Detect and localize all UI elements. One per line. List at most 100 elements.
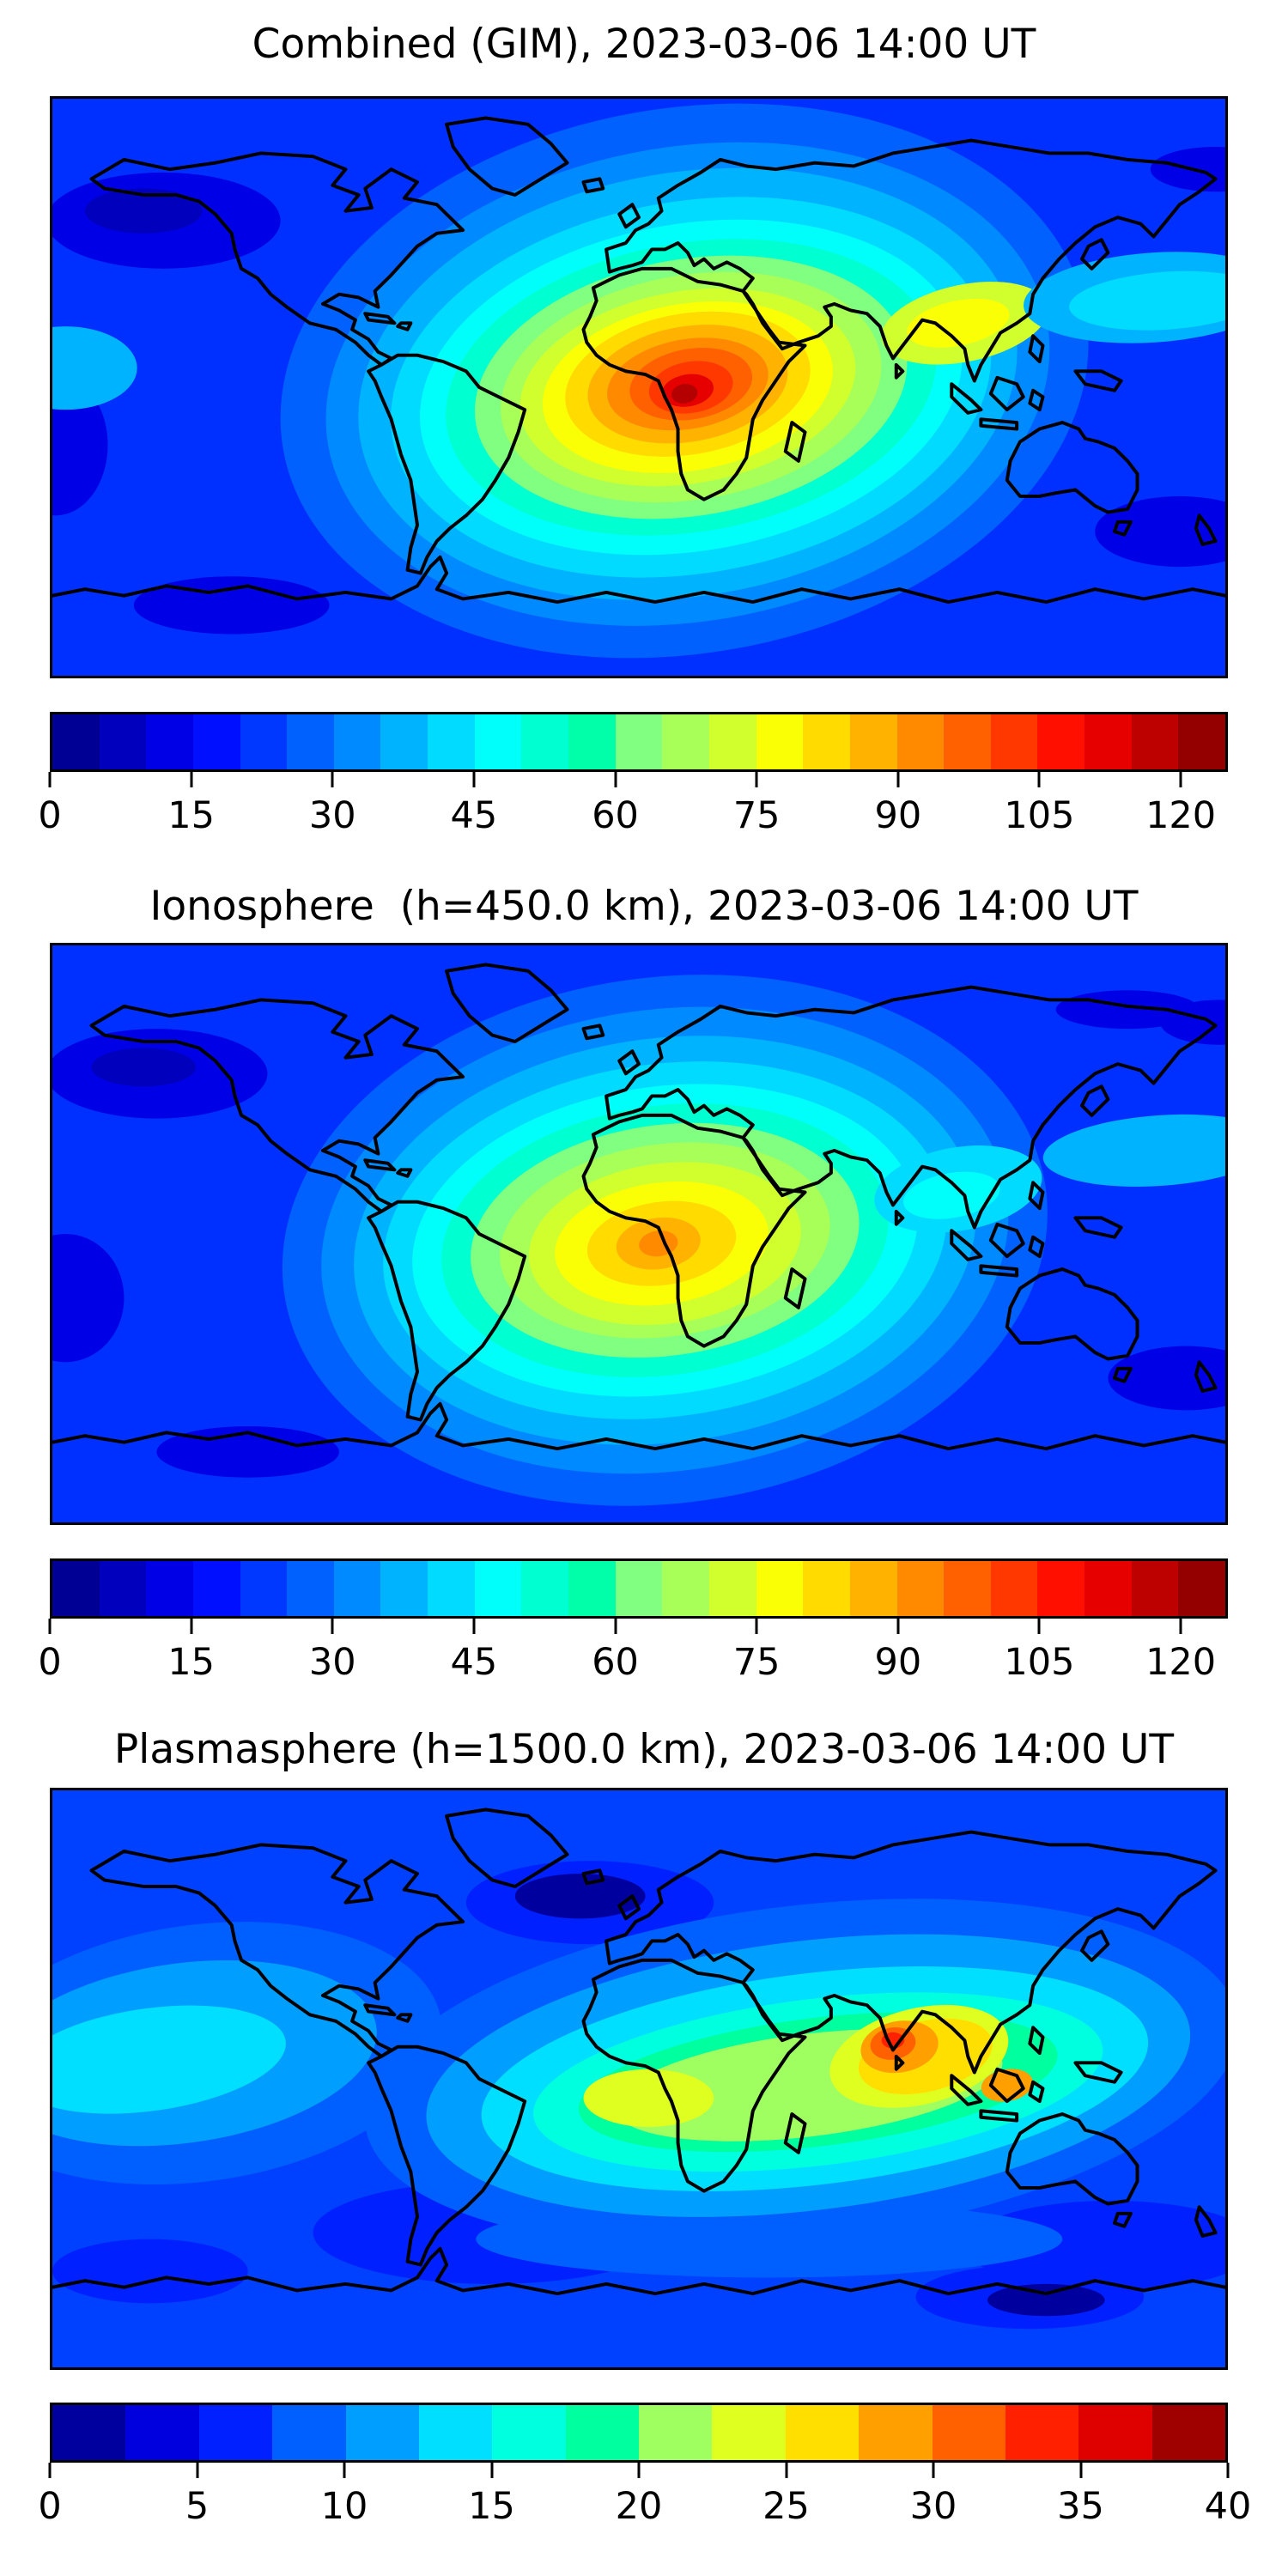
colorbar-tick xyxy=(48,1619,52,1634)
contour-map-combined xyxy=(52,99,1225,676)
colorbar-segment xyxy=(380,714,428,769)
colorbar-segment xyxy=(474,714,522,769)
colorbar-segment xyxy=(1078,2405,1152,2460)
panel-title-ionosphere: Ionosphere (h=450.0 km), 2023-03-06 14:0… xyxy=(149,883,1139,930)
colorbar-segment xyxy=(568,1561,616,1616)
colorbar-segment xyxy=(756,714,804,769)
colorbar-tick xyxy=(331,1619,334,1634)
colorbar-segment xyxy=(896,714,945,769)
colorbar-tick-label: 75 xyxy=(732,794,781,837)
colorbar-tick-label: 0 xyxy=(38,794,62,837)
colorbar-segment xyxy=(521,714,569,769)
colorbar-tick-label: 40 xyxy=(1204,2485,1252,2528)
colorbar-tick-label: 10 xyxy=(320,2485,368,2528)
colorbar-tick-label: 75 xyxy=(732,1641,781,1684)
colorbar-segment xyxy=(859,2405,933,2460)
colorbar-segment xyxy=(1151,2405,1225,2460)
colorbar-tick-label: 60 xyxy=(592,1641,639,1684)
colorbar-tick xyxy=(896,772,900,787)
colorbar-segment xyxy=(1178,1561,1226,1616)
colorbar-tick xyxy=(637,2463,641,2478)
colorbar-tick xyxy=(343,2463,346,2478)
colorbar-segment xyxy=(428,714,475,769)
world-map-ionosphere xyxy=(50,943,1228,1525)
colorbar-segment xyxy=(1178,714,1226,769)
colorbar-segment xyxy=(492,2405,566,2460)
colorbar-segment xyxy=(474,1561,522,1616)
colorbar-ticks-plasmasphere: 0 5 10 15 20 25 30 35 40 xyxy=(38,2463,1251,2544)
colorbar-tick xyxy=(48,772,52,787)
contour-band xyxy=(1108,1346,1225,1411)
colorbar-plasmasphere xyxy=(50,2403,1228,2463)
colorbar-segment xyxy=(240,1561,288,1616)
colorbar-tick-label: 20 xyxy=(615,2485,663,2528)
contour-band xyxy=(1055,990,1200,1030)
contour-band xyxy=(1042,1114,1225,1187)
contour-band xyxy=(671,384,698,404)
contour-band xyxy=(907,298,1010,348)
colorbar-segment xyxy=(146,714,193,769)
colorbar-tick xyxy=(190,1619,193,1634)
colorbar-segment xyxy=(615,714,663,769)
colorbar-segment xyxy=(615,1561,663,1616)
colorbar-segment xyxy=(287,714,334,769)
panel-title-combined: Combined (GIM), 2023-03-06 14:00 UT xyxy=(252,21,1036,68)
colorbar-segment xyxy=(380,1561,428,1616)
colorbar-segment xyxy=(662,714,709,769)
colorbar-segment xyxy=(803,1561,850,1616)
colorbar-tick xyxy=(1179,772,1182,787)
colorbar-tick xyxy=(785,2463,787,2478)
colorbar-tick xyxy=(196,2463,198,2478)
colorbar-tick-label: 60 xyxy=(592,794,639,837)
colorbar-tick-label: 0 xyxy=(38,1641,62,1684)
colorbar-ticks-combined: 0 15 30 45 60 75 90 105 120 xyxy=(38,772,1228,854)
contour-band xyxy=(1095,495,1225,568)
colorbar-segment xyxy=(1037,1561,1085,1616)
colorbar-tick-label: 0 xyxy=(38,2485,62,2528)
contour-map-plasmasphere xyxy=(52,1790,1225,2367)
contour-band xyxy=(987,2283,1105,2317)
world-map-combined xyxy=(50,96,1228,678)
colorbar-tick xyxy=(490,2463,493,2478)
contour-band xyxy=(514,1874,646,1919)
colorbar-tick xyxy=(1226,2463,1230,2478)
colorbar-tick-label: 120 xyxy=(1145,1641,1217,1684)
colorbar-segment xyxy=(52,2405,126,2460)
colorbar-tick xyxy=(1079,2463,1082,2478)
colorbar-segment xyxy=(521,1561,569,1616)
colorbar-tick-label: 45 xyxy=(450,794,498,837)
colorbar-tick xyxy=(896,1619,900,1634)
colorbar-segment xyxy=(52,714,100,769)
colorbar-segment xyxy=(1131,714,1179,769)
colorbar-segment xyxy=(146,1561,193,1616)
colorbar-segment xyxy=(1005,2405,1079,2460)
contour-band xyxy=(91,1048,196,1087)
colorbar-segment xyxy=(932,2405,1005,2460)
colorbar-segment xyxy=(568,714,616,769)
colorbar-segment xyxy=(428,1561,475,1616)
colorbar-segment xyxy=(708,1561,756,1616)
colorbar-segment xyxy=(333,714,381,769)
colorbar-segment xyxy=(1131,1561,1179,1616)
colorbar-tick xyxy=(932,2463,935,2478)
colorbar-tick-label: 105 xyxy=(1004,1641,1075,1684)
colorbar-segment xyxy=(803,714,850,769)
contour-band xyxy=(133,576,330,635)
colorbar-tick-label: 105 xyxy=(1004,794,1075,837)
colorbar-tick-label: 30 xyxy=(308,1641,356,1684)
world-map-plasmasphere xyxy=(50,1788,1228,2370)
colorbar-tick-label: 90 xyxy=(874,794,922,837)
contour-band xyxy=(52,326,137,410)
colorbar-tick-label: 5 xyxy=(185,2485,210,2528)
colorbar-segment xyxy=(418,2405,493,2460)
colorbar-tick-label: 120 xyxy=(1145,794,1217,837)
contour-band xyxy=(583,2069,714,2127)
contour-band xyxy=(52,2239,248,2304)
colorbar-tick-label: 15 xyxy=(167,1641,215,1684)
colorbar-segment xyxy=(944,1561,991,1616)
colorbar-ticks-ionosphere: 0 15 30 45 60 75 90 105 120 xyxy=(38,1619,1228,1700)
colorbar-segment xyxy=(345,2405,419,2460)
colorbar-segment xyxy=(192,1561,240,1616)
colorbar-segment xyxy=(333,1561,381,1616)
colorbar-tick xyxy=(614,772,617,787)
